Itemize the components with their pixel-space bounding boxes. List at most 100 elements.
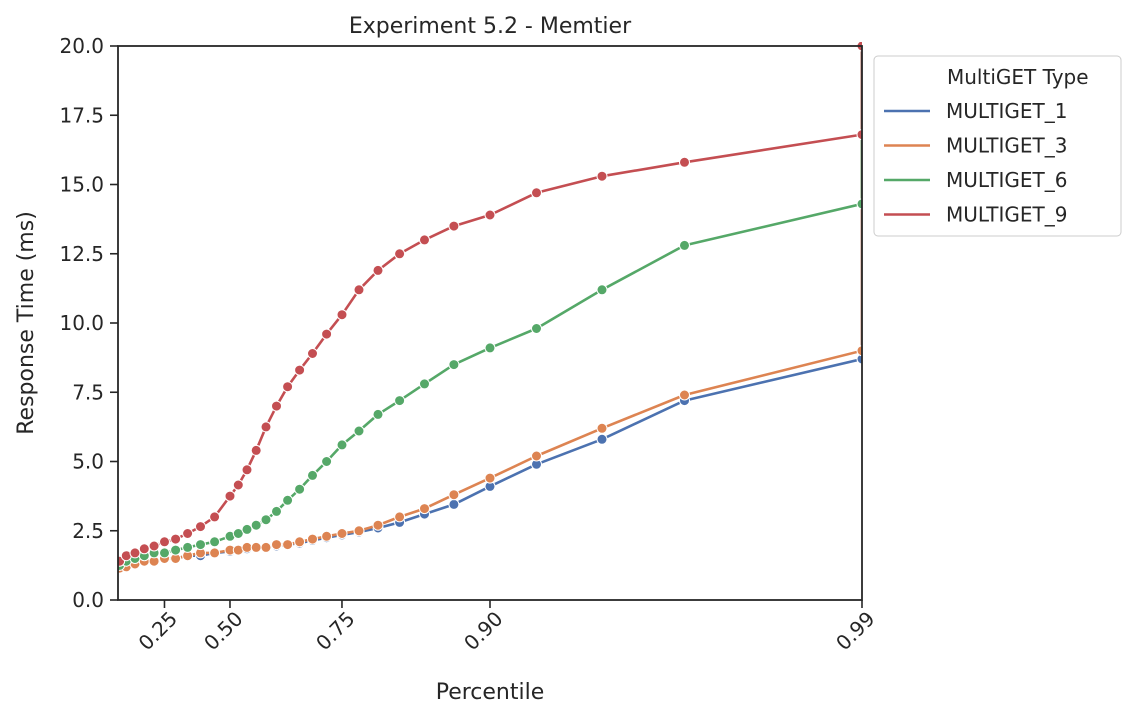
x-tick-label: 0.99 [831, 607, 879, 655]
data-point-multiget_6 [679, 239, 690, 251]
data-point-multiget_3 [353, 525, 365, 537]
legend-label-multiget_9: MULTIGET_9 [946, 203, 1067, 227]
data-point-multiget_9 [856, 129, 862, 141]
y-axis-label: Response Time (ms) [14, 211, 39, 435]
chart-title: Experiment 5.2 - Memtier [349, 14, 632, 39]
data-point-multiget_9 [419, 234, 430, 246]
data-point-multiget_9 [282, 381, 294, 393]
data-point-multiget_6 [209, 536, 221, 548]
x-axis-label: Percentile [436, 680, 545, 705]
data-point-multiget_6 [250, 519, 262, 531]
data-point-multiget_3 [282, 539, 294, 551]
data-point-multiget_9 [241, 464, 253, 476]
data-point-multiget_9 [294, 364, 306, 376]
data-point-multiget_6 [159, 547, 170, 559]
data-point-multiget_3 [271, 539, 282, 551]
data-point-multiget_9 [224, 490, 236, 502]
y-tick-label: 7.5 [72, 380, 104, 404]
data-point-multiget_6 [448, 359, 460, 371]
data-point-multiget_9 [250, 444, 262, 456]
data-point-multiget_3 [419, 503, 430, 515]
data-point-multiget_9 [531, 187, 542, 199]
data-point-multiget_3 [372, 519, 384, 531]
data-point-multiget_9 [260, 421, 272, 433]
data-point-multiget_9 [129, 547, 141, 559]
data-point-multiget_9 [195, 521, 206, 533]
data-point-multiget_6 [170, 544, 182, 556]
data-point-multiget_3 [241, 541, 253, 553]
data-point-multiget_6 [394, 395, 406, 407]
data-point-multiget_6 [232, 528, 244, 539]
x-tick-label: 0.50 [199, 607, 247, 655]
data-point-multiget_6 [294, 483, 306, 495]
data-point-multiget_6 [282, 494, 294, 506]
data-point-multiget_9 [232, 479, 244, 491]
data-point-multiget_3 [336, 528, 348, 539]
series-group [118, 42, 862, 574]
data-point-multiget_3 [294, 536, 306, 548]
y-tick-label: 17.5 [59, 103, 104, 127]
data-point-multiget_9 [182, 528, 194, 539]
x-tick-label: 0.75 [311, 607, 359, 655]
data-point-multiget_6 [182, 541, 194, 553]
data-point-multiget_9 [138, 543, 150, 555]
legend-label-multiget_6: MULTIGET_6 [946, 168, 1067, 192]
data-point-multiget_9 [159, 536, 170, 548]
data-point-multiget_6 [596, 284, 608, 296]
data-point-multiget_6 [195, 539, 206, 551]
y-tick-label: 15.0 [59, 173, 104, 197]
data-point-multiget_6 [372, 408, 384, 420]
y-tick-label: 10.0 [59, 311, 104, 335]
data-point-multiget_3 [596, 422, 608, 434]
data-point-multiget_6 [321, 456, 333, 467]
data-point-multiget_1 [596, 433, 608, 445]
legend-label-multiget_3: MULTIGET_3 [946, 134, 1067, 158]
x-tick-label: 0.90 [459, 607, 507, 655]
data-point-multiget_6 [856, 198, 862, 210]
data-point-multiget_9 [321, 328, 333, 340]
legend-title: MultiGET Type [947, 65, 1089, 89]
data-point-multiget_9 [448, 220, 460, 232]
data-point-multiget_9 [307, 348, 318, 359]
y-tick-label: 20.0 [59, 34, 104, 58]
legend: MultiGET Type MULTIGET_1 MULTIGET_3 MULTIG… [873, 55, 1122, 237]
data-point-multiget_3 [484, 472, 496, 484]
data-point-multiget_9 [394, 248, 406, 260]
data-point-multiget_3 [307, 533, 318, 545]
data-point-multiget_6 [271, 505, 282, 517]
data-point-multiget_9 [679, 156, 690, 168]
y-tick-label: 2.5 [72, 519, 104, 543]
data-point-multiget_3 [260, 541, 272, 553]
data-point-multiget_3 [531, 450, 542, 462]
data-point-multiget_9 [148, 540, 160, 552]
y-tick-label: 5.0 [72, 450, 104, 474]
plot-frame [117, 45, 863, 601]
data-point-multiget_9 [353, 284, 365, 296]
data-point-multiget_3 [679, 389, 690, 401]
data-point-multiget_6 [353, 425, 365, 437]
data-point-multiget_1 [448, 498, 460, 510]
data-point-multiget_3 [394, 511, 406, 523]
data-point-multiget_6 [260, 514, 272, 526]
data-point-multiget_6 [531, 323, 542, 334]
legend-frame [873, 55, 1122, 237]
data-point-multiget_3 [250, 541, 262, 553]
x-tick-label: 0.25 [134, 607, 182, 655]
data-point-multiget_3 [209, 547, 221, 559]
data-point-multiget_9 [484, 209, 496, 221]
data-point-multiget_9 [271, 400, 282, 412]
data-point-multiget_9 [596, 170, 608, 182]
y-tick-label: 12.5 [59, 242, 104, 266]
data-point-multiget_6 [419, 378, 430, 390]
data-point-multiget_9 [170, 533, 182, 545]
data-point-multiget_6 [484, 342, 496, 354]
data-point-multiget_3 [321, 530, 333, 542]
plot-layer: 0.0 2.5 5.0 7.5 10.0 12.5 15.0 17.5 20.0 0.25 0.50… [59, 34, 879, 655]
data-point-multiget_9 [372, 264, 384, 276]
data-point-multiget_3 [448, 489, 460, 501]
data-point-multiget_3 [856, 345, 862, 357]
data-point-multiget_6 [241, 523, 253, 535]
data-point-multiget_6 [336, 439, 348, 451]
